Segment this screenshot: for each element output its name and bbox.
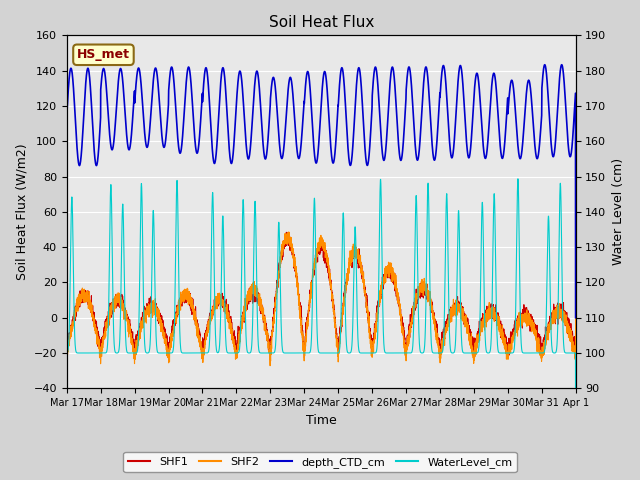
Legend: SHF1, SHF2, depth_CTD_cm, WaterLevel_cm: SHF1, SHF2, depth_CTD_cm, WaterLevel_cm xyxy=(124,452,516,472)
Y-axis label: Water Level (cm): Water Level (cm) xyxy=(612,158,625,265)
X-axis label: Time: Time xyxy=(306,414,337,427)
Title: Soil Heat Flux: Soil Heat Flux xyxy=(269,15,374,30)
Y-axis label: Soil Heat Flux (W/m2): Soil Heat Flux (W/m2) xyxy=(15,144,28,280)
Text: HS_met: HS_met xyxy=(77,48,130,61)
